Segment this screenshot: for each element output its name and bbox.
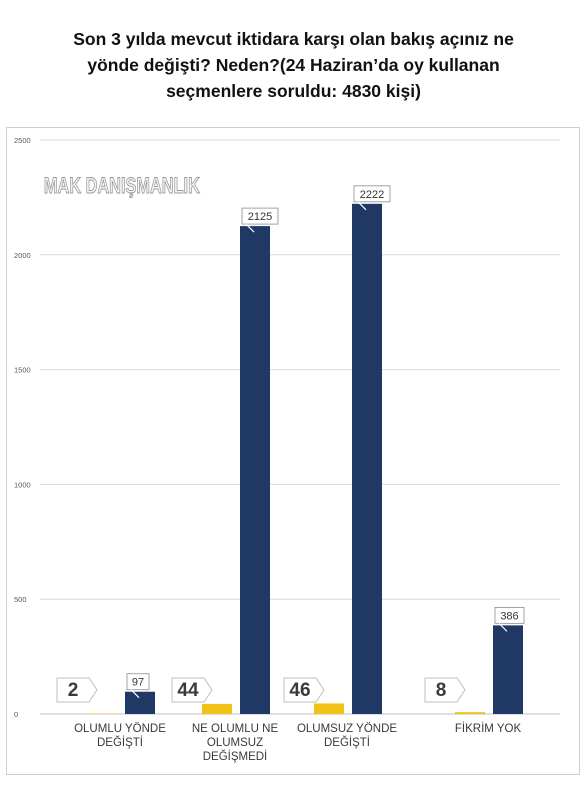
data-label-box — [494, 606, 525, 624]
y-tick-label: 500 — [14, 595, 27, 604]
category-label: OLUMSUZ YÖNDE — [297, 723, 397, 735]
title-line-1: Son 3 yılda mevcut iktidara karşı olan b… — [73, 29, 514, 49]
bar-secondary — [202, 703, 232, 714]
data-label-primary: 97 — [132, 677, 144, 689]
data-label-secondary: 2 — [68, 680, 79, 701]
bar-primary — [125, 691, 155, 714]
data-label-callout — [283, 677, 325, 703]
category-label: DEĞİŞTİ — [324, 736, 370, 749]
title-line-2: yönde değişti? Neden?(24 Haziran’da oy k… — [87, 55, 500, 75]
bar-secondary — [314, 703, 344, 714]
y-tick-label: 1000 — [14, 480, 31, 489]
data-label-leader — [245, 223, 255, 233]
data-label-box — [241, 207, 279, 225]
bar-primary — [352, 203, 382, 714]
category-label: DEĞİŞMEDİ — [203, 750, 268, 763]
data-label-primary: 386 — [500, 610, 518, 622]
data-label-callout — [56, 677, 98, 703]
data-label-secondary: 44 — [177, 680, 199, 701]
bar-secondary — [455, 712, 485, 714]
bar-primary — [493, 625, 523, 714]
y-tick-label: 1500 — [14, 366, 31, 375]
chart-title: Son 3 yılda mevcut iktidara karşı olan b… — [0, 26, 587, 104]
data-label-box — [353, 185, 391, 203]
y-tick-label: 2500 — [14, 136, 31, 145]
data-label-secondary: 46 — [289, 680, 310, 701]
data-label-secondary: 8 — [436, 680, 447, 701]
category-label: OLUMLU YÖNDE — [74, 723, 166, 735]
data-label-callout — [171, 677, 213, 703]
category-label: FİKRİM YOK — [455, 722, 522, 735]
chart-frame — [6, 127, 580, 775]
watermark-text: MAK DANIŞMANLIK — [44, 175, 200, 199]
title-line-3: seçmenlere soruldu: 4830 kişi) — [166, 81, 421, 101]
y-tick-label: 0 — [14, 710, 18, 719]
data-label-callout — [424, 677, 466, 703]
data-label-leader — [130, 689, 140, 699]
y-tick-label: 2000 — [14, 251, 31, 260]
category-label: NE OLUMLU NE — [192, 723, 279, 735]
data-label-leader — [357, 201, 367, 211]
category-label: OLUMSUZ — [207, 737, 263, 749]
data-label-primary: 2125 — [248, 211, 272, 223]
category-label: DEĞİŞTİ — [97, 736, 143, 749]
data-label-leader — [498, 622, 508, 632]
bar-primary — [240, 226, 270, 714]
data-label-box — [126, 673, 150, 691]
data-label-primary: 2222 — [360, 189, 384, 201]
